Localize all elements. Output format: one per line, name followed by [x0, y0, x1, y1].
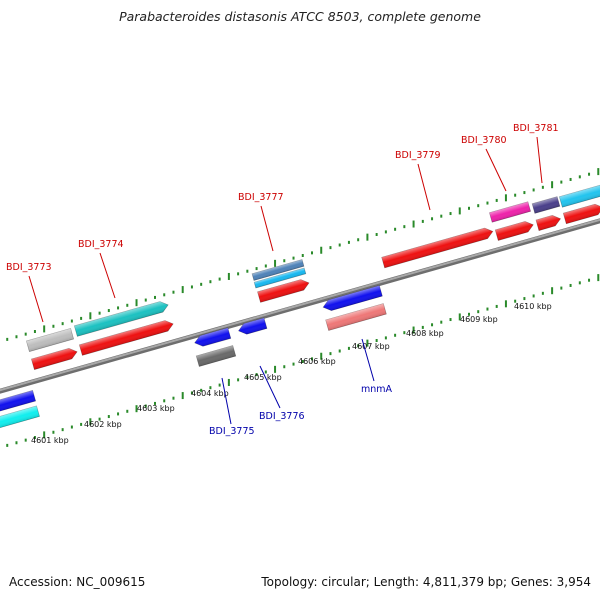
feature-lightblue — [558, 184, 600, 208]
feature-gray — [26, 328, 74, 352]
ruler-labels: 4601 kbp 4602 kbp 4603 kbp 4604 kbp 4605 kbp… — [31, 302, 552, 445]
map-title: Parabacteroides distasonis ATCC 8503, co… — [119, 9, 481, 24]
gene-label-bdi-3773: BDI_3773 — [6, 262, 52, 273]
feature-darkgray-bdi-3775 — [195, 345, 237, 367]
gene-label-bdi-3780: BDI_3780 — [461, 135, 507, 146]
leader-mnma — [361, 338, 375, 382]
lower-tick-track — [6, 274, 600, 447]
cds-next — [562, 203, 600, 225]
ruler-label: 4609 kbp — [460, 315, 498, 324]
leader-bdi-3774 — [99, 252, 116, 299]
ruler-label: 4607 kbp — [352, 342, 390, 351]
feature-teal — [73, 301, 169, 337]
gene-labels-lower: BDI_3775 BDI_3776 mnmA — [209, 384, 393, 437]
leader-bdi-3773 — [28, 275, 44, 323]
leader-bdi-3776 — [259, 365, 281, 409]
gene-label-bdi-3775: BDI_3775 — [209, 426, 255, 437]
feature-darkslate — [531, 196, 561, 214]
feature-skyblue — [253, 267, 307, 289]
gene-label-bdi-3779: BDI_3779 — [395, 150, 441, 161]
cds-bdi-3773 — [31, 348, 78, 370]
accession-text: Accession: NC_009615 — [9, 575, 146, 589]
feature-salmon-mnma — [325, 303, 387, 331]
leader-bdi-3777 — [260, 205, 274, 252]
ruler-label: 4602 kbp — [84, 420, 122, 429]
feature-blue-bdi-3775 — [194, 327, 232, 347]
leader-lines-lower — [221, 338, 375, 425]
leader-bdi-3780 — [485, 148, 507, 192]
leader-lines-upper — [28, 136, 543, 323]
leader-bdi-3775 — [221, 377, 232, 425]
cds-bdi-3780 — [494, 221, 534, 241]
gene-label-mnma: mnmA — [361, 384, 393, 395]
ruler-label: 4605 kbp — [244, 373, 282, 382]
feature-magenta — [489, 201, 531, 223]
upper-tick-track — [6, 168, 600, 341]
leader-bdi-3779 — [417, 163, 431, 211]
gene-label-bdi-3774: BDI_3774 — [78, 239, 124, 250]
ruler-label: 4608 kbp — [406, 329, 444, 338]
cds-bdi-3774 — [78, 320, 174, 356]
genome-summary-text: Topology: circular; Length: 4,811,379 bp… — [261, 575, 591, 589]
feature-blue-bdi-3776 — [238, 317, 268, 335]
ruler-label: 4601 kbp — [31, 436, 69, 445]
cds-bdi-3781 — [535, 215, 562, 231]
cds-bdi-3777 — [257, 279, 310, 303]
genome-backbone — [0, 218, 600, 394]
gene-labels-upper: BDI_3773 BDI_3774 BDI_3777 BDI_3779 BDI_… — [6, 123, 559, 273]
gene-label-bdi-3781: BDI_3781 — [513, 123, 559, 134]
cds-bdi-3779 — [381, 227, 494, 269]
ruler-label: 4604 kbp — [191, 389, 229, 398]
ruler-label: 4610 kbp — [514, 302, 552, 311]
gene-label-bdi-3776: BDI_3776 — [259, 411, 305, 422]
feature-steelblue — [251, 259, 305, 281]
feature-track — [0, 184, 600, 429]
ruler-label: 4606 kbp — [298, 357, 336, 366]
leader-bdi-3781 — [536, 136, 543, 184]
feature-cyan-left — [0, 405, 40, 429]
gene-label-bdi-3777: BDI_3777 — [238, 192, 284, 203]
feature-blue-left — [0, 390, 36, 412]
ruler-label: 4603 kbp — [137, 404, 175, 413]
feature-blue-mnma — [322, 285, 383, 311]
